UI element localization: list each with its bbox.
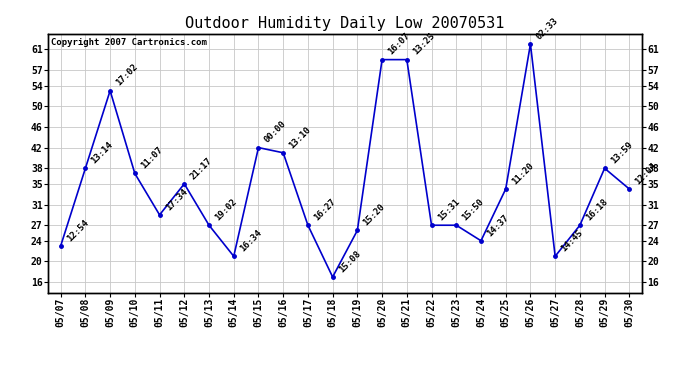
- Text: 19:02: 19:02: [213, 197, 239, 222]
- Text: Copyright 2007 Cartronics.com: Copyright 2007 Cartronics.com: [51, 38, 207, 46]
- Text: 16:27: 16:27: [312, 197, 337, 222]
- Text: 21:17: 21:17: [188, 156, 214, 181]
- Text: 13:14: 13:14: [90, 140, 115, 165]
- Text: 15:08: 15:08: [337, 249, 362, 274]
- Text: 15:50: 15:50: [460, 197, 486, 222]
- Text: 14:37: 14:37: [485, 213, 511, 238]
- Text: 11:07: 11:07: [139, 146, 164, 171]
- Text: 15:20: 15:20: [362, 202, 387, 228]
- Text: 13:10: 13:10: [287, 124, 313, 150]
- Text: 15:31: 15:31: [435, 197, 461, 222]
- Text: 13:25: 13:25: [411, 32, 436, 57]
- Text: 14:45: 14:45: [560, 228, 584, 254]
- Text: 12:54: 12:54: [65, 218, 90, 243]
- Text: 12:04: 12:04: [633, 161, 659, 186]
- Text: 02:33: 02:33: [535, 16, 560, 41]
- Text: 17:02: 17:02: [115, 63, 139, 88]
- Text: 11:20: 11:20: [510, 161, 535, 186]
- Text: 16:18: 16:18: [584, 197, 609, 222]
- Text: 13:59: 13:59: [609, 140, 634, 165]
- Text: 17:34: 17:34: [164, 187, 189, 212]
- Text: 00:00: 00:00: [263, 120, 288, 145]
- Text: 16:34: 16:34: [238, 228, 264, 254]
- Text: 16:07: 16:07: [386, 32, 412, 57]
- Title: Outdoor Humidity Daily Low 20070531: Outdoor Humidity Daily Low 20070531: [186, 16, 504, 31]
